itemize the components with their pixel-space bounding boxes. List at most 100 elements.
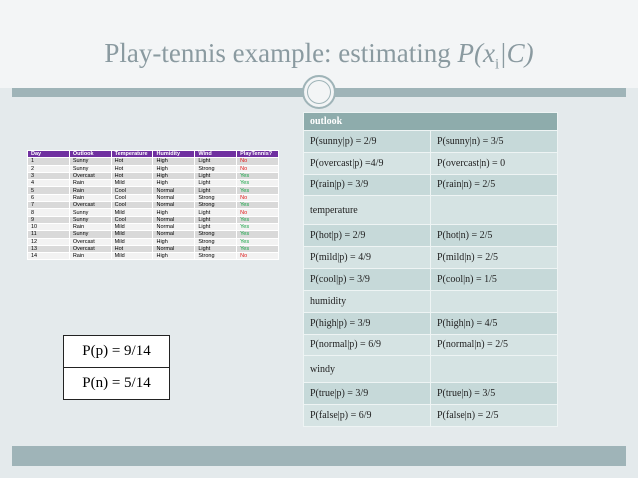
title-formula-sub: i — [495, 56, 500, 73]
section-row: outlook — [303, 112, 558, 131]
data-cell: High — [152, 157, 196, 166]
data-cell: Normal — [152, 230, 196, 239]
probability-row: P(high|p) = 3/9 P(high|n) = 4/5 — [303, 311, 558, 335]
prior-row: P(n) = 5/14 — [63, 367, 170, 400]
data-cell: Hot — [110, 244, 154, 254]
probability-cell: P(overcast|n) = 0 — [430, 151, 558, 175]
data-cell: Cool — [110, 215, 154, 224]
data-cell: Light — [194, 171, 238, 181]
data-cell: Normal — [152, 186, 196, 195]
section-label: windy — [303, 355, 431, 384]
probability-cell: P(true|n) = 3/5 — [430, 382, 558, 406]
data-cell: Hot — [110, 171, 154, 181]
data-cell: Sunny — [68, 208, 112, 217]
data-cell: 5 — [27, 186, 70, 195]
data-cell: Light — [194, 186, 238, 195]
section-row: humidity — [303, 289, 558, 313]
probability-cell: P(mild|p) = 4/9 — [303, 246, 431, 269]
title-text: Play-tennis example: estimating — [104, 38, 451, 68]
probability-row: P(overcast|p) =4/9 P(overcast|n) = 0 — [303, 151, 558, 175]
data-cell: Hot — [110, 164, 154, 173]
data-cell: High — [152, 208, 196, 217]
data-cell: 7 — [27, 201, 70, 210]
probability-cell: P(high|n) = 4/5 — [430, 311, 558, 335]
probability-cell: P(false|n) = 2/5 — [430, 404, 558, 427]
data-cell: Mild — [110, 222, 154, 232]
data-cell: Overcast — [68, 171, 112, 181]
data-cell: Sunny — [68, 215, 112, 224]
title-formula: P(x — [457, 38, 496, 68]
data-cell: Hot — [110, 157, 154, 166]
probability-cell: P(false|p) = 6/9 — [303, 404, 431, 427]
data-cell: Strong — [194, 237, 238, 246]
data-cell: 4 — [27, 179, 70, 188]
data-cell: Normal — [152, 244, 196, 254]
prior-row: P(p) = 9/14 — [63, 335, 170, 368]
data-cell: Mild — [110, 230, 154, 239]
data-row: 4 Rain Mild High Light Yes — [27, 179, 279, 188]
data-cell: Yes — [236, 171, 279, 181]
data-cell: Yes — [236, 244, 279, 254]
data-cell: Strong — [194, 164, 238, 173]
data-cell: Sunny — [68, 164, 112, 173]
data-cell: Overcast — [68, 201, 112, 210]
data-cell: Yes — [236, 222, 279, 232]
section-blank — [430, 355, 558, 384]
header-row: Day Outlook Temperature Humidity Wind PlayTen… — [27, 149, 279, 159]
data-cell: Light — [194, 157, 238, 166]
section-label: humidity — [303, 289, 431, 313]
data-cell: High — [152, 171, 196, 181]
data-cell: Rain — [68, 186, 112, 195]
probability-cell: P(cool|p) = 3/9 — [303, 267, 431, 291]
data-cell: Rain — [68, 193, 112, 203]
header-cell: Humidity — [152, 149, 196, 159]
probability-row: P(cool|p) = 3/9 P(cool|n) = 1/5 — [303, 267, 558, 291]
probability-cell: P(cool|n) = 1/5 — [430, 267, 558, 291]
data-cell: Normal — [152, 201, 196, 210]
data-cell: 8 — [27, 208, 70, 217]
header-cell: PlayTennis? — [236, 149, 279, 159]
data-cell: Sunny — [68, 157, 112, 166]
data-row: 10 Rain Mild Normal Light Yes — [27, 222, 279, 232]
data-row: 7 Overcast Cool Normal Strong Yes — [27, 201, 279, 210]
footer-band — [12, 446, 626, 466]
data-cell: 14 — [27, 252, 70, 261]
probability-cell: P(rain|n) = 2/5 — [430, 173, 558, 197]
data-cell: High — [152, 164, 196, 173]
data-cell: Mild — [110, 252, 154, 261]
data-cell: Rain — [68, 179, 112, 188]
data-cell: Rain — [68, 252, 112, 261]
probability-cell: P(normal|n) = 2/5 — [430, 333, 558, 357]
data-cell: High — [152, 252, 196, 261]
data-cell: Rain — [68, 222, 112, 232]
probability-cell: P(normal|p) = 6/9 — [303, 333, 431, 357]
data-cell: 1 — [27, 157, 70, 166]
data-cell: Sunny — [68, 230, 112, 239]
probability-cell: P(overcast|p) =4/9 — [303, 151, 431, 175]
section-row: windy — [303, 355, 558, 384]
data-cell: Light — [194, 244, 238, 254]
data-cell: High — [152, 237, 196, 246]
data-row: 12 Overcast Mild High Strong Yes — [27, 237, 279, 246]
section-label: outlook — [303, 112, 558, 131]
probability-row: P(mild|p) = 4/9 P(mild|n) = 2/5 — [303, 246, 558, 269]
data-cell: Light — [194, 215, 238, 224]
data-cell: Cool — [110, 201, 154, 210]
data-cell: 9 — [27, 215, 70, 224]
data-cell: Yes — [236, 215, 279, 224]
data-cell: 3 — [27, 171, 70, 181]
data-cell: Yes — [236, 201, 279, 210]
data-row: 8 Sunny Mild High Light No — [27, 208, 279, 217]
data-cell: No — [236, 252, 279, 261]
header-cell: Outlook — [68, 149, 112, 159]
section-blank — [430, 289, 558, 313]
data-row: 2 Sunny Hot High Strong No — [27, 164, 279, 173]
divider-ornament — [302, 75, 336, 109]
data-cell: Cool — [110, 186, 154, 195]
probability-cell: P(mild|n) = 2/5 — [430, 246, 558, 269]
section-blank — [430, 195, 558, 226]
prior-cell: P(n) = 5/14 — [63, 367, 170, 400]
probability-row: P(normal|p) = 6/9 P(normal|n) = 2/5 — [303, 333, 558, 357]
data-row: 11 Sunny Mild Normal Strong Yes — [27, 230, 279, 239]
